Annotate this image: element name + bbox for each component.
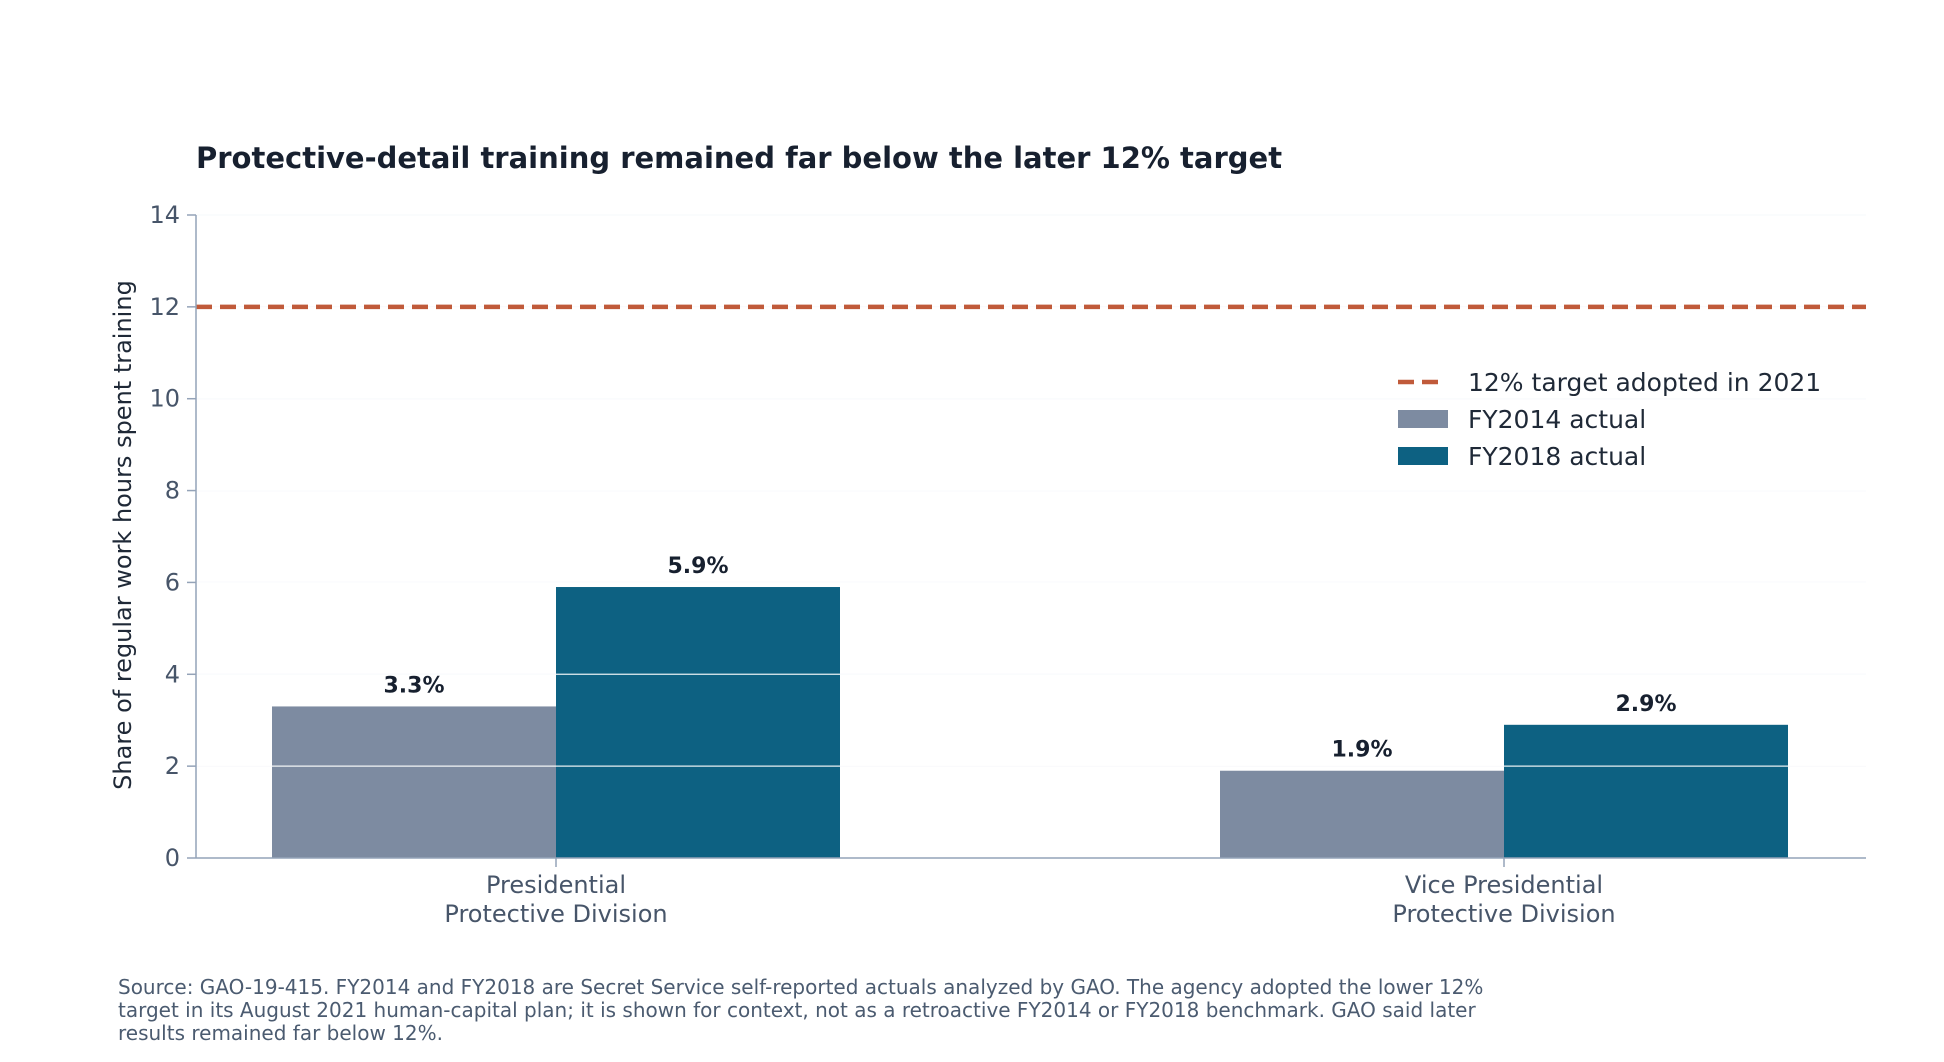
- data-label-1-0: 5.9%: [667, 554, 728, 579]
- y-tick-label-5: 10: [149, 385, 180, 413]
- y-tick-label-6: 12: [149, 293, 180, 321]
- source-note: Source: GAO-19-415. FY2014 and FY2018 ar…: [118, 975, 1484, 1045]
- bar-fy2018-1: [1504, 724, 1788, 858]
- y-tick-labels: 0 2 4 6 8 10 12 14: [149, 201, 180, 872]
- y-tick-label-0: 0: [165, 844, 180, 872]
- legend-label-target: 12% target adopted in 2021: [1468, 368, 1821, 397]
- data-label-0-1: 1.9%: [1331, 738, 1392, 763]
- y-tick-label-4: 8: [165, 477, 180, 505]
- data-label-1-1: 2.9%: [1615, 692, 1676, 717]
- bar-fy2014-1: [1220, 770, 1504, 858]
- legend-label-0: FY2014 actual: [1468, 405, 1646, 434]
- x-category-label-0-1: Protective Division: [444, 900, 667, 928]
- x-category-label-1-1: Protective Division: [1392, 900, 1615, 928]
- bar-fy2018-0: [556, 587, 840, 858]
- data-label-0-0: 3.3%: [383, 673, 444, 698]
- chart-title: Protective-detail training remained far …: [196, 141, 1282, 175]
- legend-label-1: FY2018 actual: [1468, 442, 1646, 471]
- y-axis-label: Share of regular work hours spent traini…: [109, 280, 137, 790]
- legend-swatch-0: [1398, 410, 1448, 428]
- x-category-label-1-0: Vice Presidential: [1405, 871, 1603, 899]
- axes: [187, 214, 1866, 867]
- y-tick-label-7: 14: [149, 201, 180, 229]
- y-tick-label-1: 2: [165, 752, 180, 780]
- bars: [196, 214, 1866, 858]
- legend-swatch-1: [1398, 447, 1448, 465]
- x-category-label-0-0: Presidential: [486, 871, 626, 899]
- y-tick-label-3: 6: [165, 568, 180, 596]
- y-tick-label-2: 4: [165, 660, 180, 688]
- data-labels: 3.3% 1.9% 5.9% 2.9%: [383, 554, 1676, 763]
- bar-fy2014-0: [272, 706, 556, 858]
- legend: 12% target adopted in 2021 FY2014 actual F…: [1398, 368, 1821, 471]
